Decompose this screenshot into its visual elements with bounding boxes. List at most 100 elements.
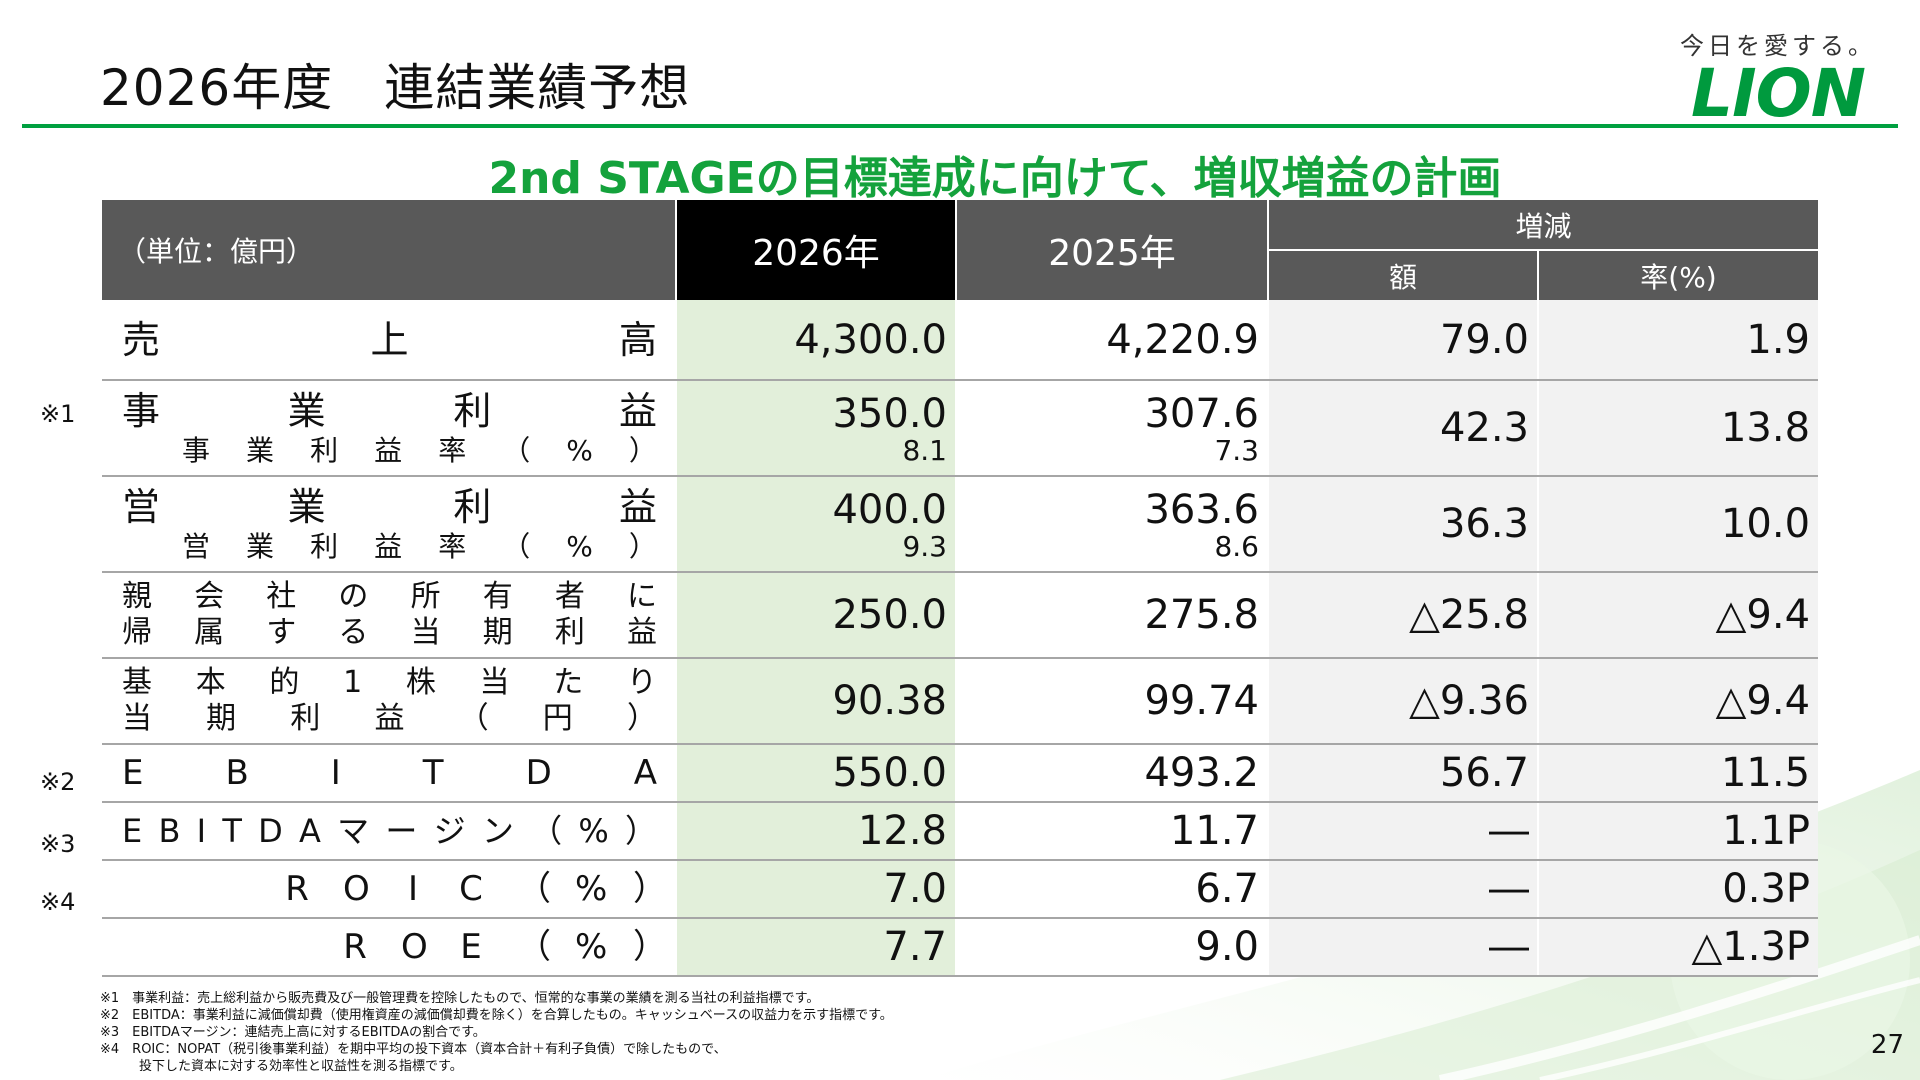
value-2025-cell: 363.6 8.6 xyxy=(955,476,1268,573)
label-char: ） xyxy=(633,869,667,909)
label-char: E xyxy=(460,927,482,967)
label-char: 1 xyxy=(343,665,363,700)
label-char: 事 xyxy=(182,434,211,467)
value-2025: 275.8 xyxy=(955,572,1268,659)
page-title: 2026年度 連結業績予想 xyxy=(100,59,691,117)
label-char: A xyxy=(298,812,321,850)
value-2026: 90.38 xyxy=(675,658,956,745)
value-2025: 6.7 xyxy=(955,860,1268,919)
label-char: 者 xyxy=(554,579,585,614)
label-char: 率 xyxy=(438,530,467,563)
label-char: 基 xyxy=(122,665,152,700)
label-char: % xyxy=(575,927,608,967)
label-char: （ xyxy=(517,869,551,909)
label-char: 本 xyxy=(195,665,226,700)
page-subtitle: 2nd STAGEの目標達成に向けて、増収増益の計画 xyxy=(488,153,1502,204)
label-char: 事 xyxy=(122,389,161,433)
table-row: E B I T D A マージン （% ） 12.8 11.7 ― 1.1P xyxy=(102,802,1819,861)
label-char: 益 xyxy=(374,434,403,467)
col-header-amount: 額 xyxy=(1267,249,1538,300)
col-header-2025: 2025年 xyxy=(955,200,1268,300)
label-char: （ xyxy=(517,927,551,967)
label-char: T xyxy=(422,753,444,793)
unit-header: （単位：億円） xyxy=(102,200,676,300)
label-char: A xyxy=(633,753,657,793)
label-char: す xyxy=(266,615,297,650)
value-2025: 11.7 xyxy=(955,802,1268,861)
value-2025: 9.0 xyxy=(955,918,1268,977)
spaced-label: R O E （% ） xyxy=(122,927,667,967)
row-label: R O E （% ） xyxy=(102,918,676,977)
col-header-change: 増減 xyxy=(1266,200,1819,250)
label-char: R xyxy=(343,927,367,967)
footnote-mark-2: ※2 xyxy=(40,768,76,796)
label-char: C xyxy=(459,869,483,909)
label-char: 会 xyxy=(194,579,225,614)
label-char: 当 xyxy=(410,615,441,650)
spaced-label-line1: 基 本 的 1 株 当 た り xyxy=(122,665,657,701)
value-2026: 7.0 xyxy=(675,860,956,919)
label-char: 業 xyxy=(287,485,326,529)
value-2026: 12.8 xyxy=(675,802,956,861)
change-amount: 56.7 xyxy=(1267,744,1538,803)
label-char: ） xyxy=(628,434,657,467)
table-row: 事業利益 事業利益率（%） 350.0 8.1 307.6 7.3 42.3 1… xyxy=(102,380,1819,477)
label-char: に xyxy=(626,579,657,614)
label-char: 業 xyxy=(246,530,275,563)
label-char: 率 xyxy=(438,434,467,467)
row-label: 売上高 xyxy=(102,300,676,381)
label-char: % xyxy=(566,434,593,467)
change-amount: ― xyxy=(1267,802,1538,861)
brand-logo: 今日を愛する。 LION xyxy=(1678,26,1878,127)
table-row: R O I C （% ） 7.0 6.7 ― 0.3P xyxy=(102,860,1819,919)
table-row: 親 会 社 の 所 有 者 に 帰 属 す る 当 期 利 益 250.0 275.8 △25.8 △9.4 xyxy=(102,572,1819,659)
value-2026-ratio: 8.1 xyxy=(902,434,947,467)
label-char: O xyxy=(343,869,370,909)
row-label: R O I C （% ） xyxy=(102,860,676,919)
label-char: 益 xyxy=(618,389,657,433)
value-2026: 4,300.0 xyxy=(675,300,956,381)
change-rate: △9.4 xyxy=(1536,658,1819,745)
footnote-mark-3: ※3 xyxy=(40,830,76,858)
label-char: O xyxy=(401,927,428,967)
value-2026: 400.0 xyxy=(832,487,947,533)
label-char: 当 xyxy=(122,701,152,736)
footnote-3: ※3 EBITDAマージン：連結売上高に対するEBITDAの割合です。 xyxy=(100,1025,486,1040)
label-char: 属 xyxy=(194,615,225,650)
table-row: R O E （% ） 7.7 9.0 ― △1.3P xyxy=(102,918,1819,977)
label-char: 期 xyxy=(206,701,237,736)
footnote-2: ※2 EBITDA：事業利益に減価償却費（使用権資産の減価償却費を除く）を合算し… xyxy=(100,1008,893,1023)
footnotes: ※1 事業利益：売上総利益から販売費及び一般管理費を控除したもので、恒常的な事業… xyxy=(100,990,893,1075)
header-divider xyxy=(22,124,1898,128)
label-char: D xyxy=(258,812,283,850)
label-char: 業 xyxy=(246,434,275,467)
spaced-label: 事業利益 xyxy=(122,388,657,434)
label-char: 期 xyxy=(482,615,513,650)
label-char: I xyxy=(330,753,341,793)
table-row: E B I T D A 550.0 493.2 56.7 11.5 xyxy=(102,744,1819,803)
label-char: 有 xyxy=(482,579,513,614)
label-char: 上 xyxy=(370,317,409,362)
label-char: ） xyxy=(633,927,667,967)
label-char: I xyxy=(196,812,207,850)
change-amount: △9.36 xyxy=(1267,658,1538,745)
brand-tagline: 今日を愛する。 xyxy=(1680,32,1876,60)
label-char: （ xyxy=(502,434,531,467)
label-char: 営 xyxy=(182,530,211,563)
label-char: （ xyxy=(502,530,531,563)
lion-logo: LION xyxy=(1691,55,1866,132)
footnote-mark-1: ※1 xyxy=(40,400,76,428)
change-amount: 42.3 xyxy=(1267,380,1538,477)
label-char: D xyxy=(525,753,552,793)
label-char: ー xyxy=(385,812,418,850)
label-char: （ xyxy=(530,812,563,850)
footnote-1: ※1 事業利益：売上総利益から販売費及び一般管理費を控除したもので、恒常的な事業… xyxy=(100,991,820,1006)
label-char: % xyxy=(566,530,593,563)
label-char: % xyxy=(575,869,608,909)
label-char: 帰 xyxy=(122,615,152,650)
value-2025: 363.6 xyxy=(1144,487,1259,533)
footnote-4: ※4 ROIC：NOPAT（税引後事業利益）を期中平均の投下資本（資本合計＋有利… xyxy=(100,1042,727,1057)
